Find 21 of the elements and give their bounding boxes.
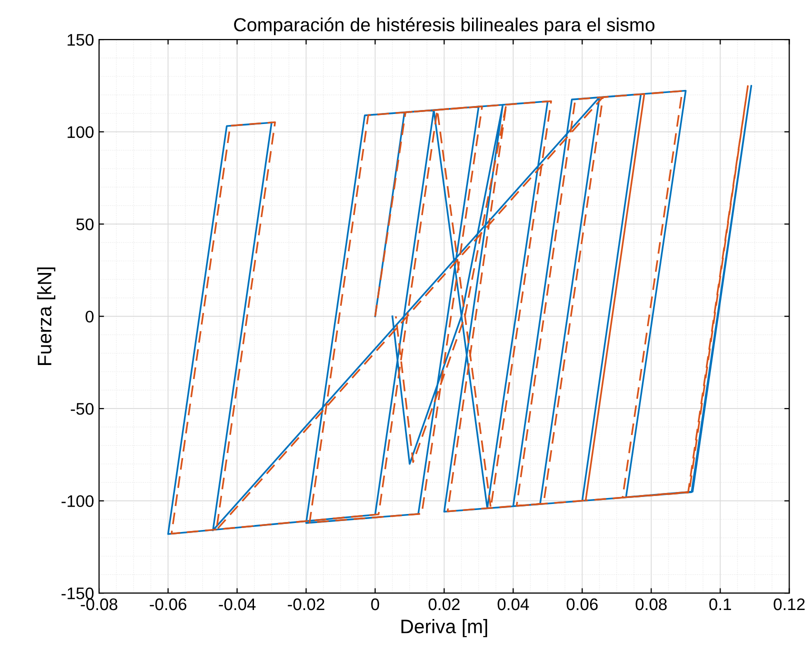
x-axis-title: Deriva [m] xyxy=(401,619,488,638)
y-tick-label: -50 xyxy=(70,402,94,415)
x-tick-label: 0.08 xyxy=(636,598,667,610)
x-tick-label: 0.04 xyxy=(498,598,529,610)
x-tick-label: -0.04 xyxy=(218,598,256,610)
x-tick-label: 0.1 xyxy=(709,598,732,610)
y-tick-label: 150 xyxy=(68,34,94,46)
x-tick-label: 0.12 xyxy=(774,598,805,610)
x-tick-label: 0.02 xyxy=(428,598,460,610)
x-tick-label: -0.06 xyxy=(150,598,186,610)
y-tick-label: 0 xyxy=(86,310,94,323)
x-tick-label: 0 xyxy=(371,598,380,610)
y-tick-label: 100 xyxy=(68,126,94,138)
chart-title: Comparación de histéresis bilineales para el sismo xyxy=(234,17,654,36)
x-tick-label: -0.02 xyxy=(288,598,324,610)
x-tick-label: 0.06 xyxy=(566,598,598,610)
y-axis-title: Fuerza [kN] xyxy=(37,267,56,365)
y-tick-label: 50 xyxy=(76,218,94,230)
x-tick-label: -0.08 xyxy=(80,598,118,610)
y-tick-label: -150 xyxy=(62,588,94,600)
y-tick-label: -100 xyxy=(62,495,94,508)
